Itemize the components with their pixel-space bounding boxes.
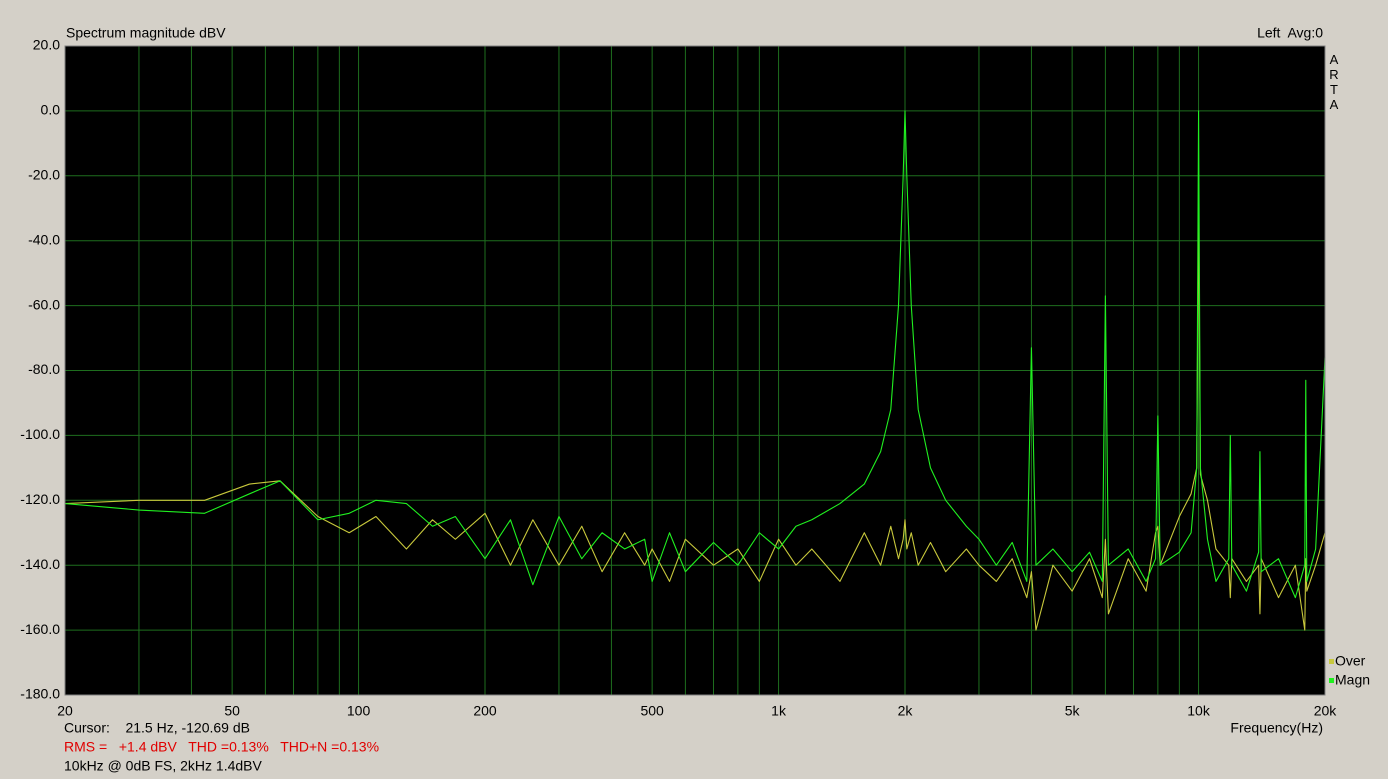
x-tick-label: 1k <box>771 703 787 719</box>
x-tick-label: 20 <box>57 703 73 719</box>
plot-lines <box>64 110 1326 631</box>
legend-label: Over <box>1335 653 1366 669</box>
y-tick-label: -160.0 <box>20 621 60 637</box>
x-tick-label: 20k <box>1314 703 1338 719</box>
y-tick-label: -120.0 <box>20 491 60 507</box>
x-tick-label: 200 <box>473 703 497 719</box>
y-tick-label: -80.0 <box>28 361 60 377</box>
legend-label: Magn <box>1335 672 1370 688</box>
rms-readout: RMS = +1.4 dBV THD =0.13% THD+N =0.13% <box>64 739 379 755</box>
y-tick-label: -20.0 <box>28 167 60 183</box>
brand: ARTA <box>1327 52 1342 112</box>
y-tick-label: -100.0 <box>20 426 60 442</box>
y-tick-label: -140.0 <box>20 556 60 572</box>
series-line <box>64 201 1326 631</box>
x-tick-label: 100 <box>347 703 371 719</box>
y-tick-label: -40.0 <box>28 231 60 247</box>
y-tick-label: 0.0 <box>41 102 61 118</box>
y-tick-label: -180.0 <box>20 686 60 702</box>
chart-title: Spectrum magnitude dBV <box>66 25 226 41</box>
x-tick-label: 50 <box>224 703 240 719</box>
x-tick-label: 2k <box>898 703 914 719</box>
legend-swatch <box>1329 678 1334 683</box>
x-axis-label: Frequency(Hz) <box>1230 720 1323 736</box>
channel-label: Left Avg:0 <box>1257 25 1323 41</box>
plot-border <box>64 45 1326 696</box>
x-tick-label: 500 <box>640 703 664 719</box>
y-tick-label: 20.0 <box>33 37 60 53</box>
x-tick-label: 10k <box>1187 703 1211 719</box>
axes: 20.0 0.0 -20.0 -40.0 -60.0 -80.0 -100.0 -120.0 -… <box>20 37 1370 719</box>
legend-swatch <box>1329 659 1334 664</box>
x-tick-label: 5k <box>1065 703 1081 719</box>
y-tick-label: -60.0 <box>28 296 60 312</box>
grid <box>64 45 1326 696</box>
note: 10kHz @ 0dB FS, 2kHz 1.4dBV <box>64 758 263 774</box>
series-line <box>64 110 1326 599</box>
cursor-readout: Cursor: 21.5 Hz, -120.69 dB <box>64 720 250 736</box>
